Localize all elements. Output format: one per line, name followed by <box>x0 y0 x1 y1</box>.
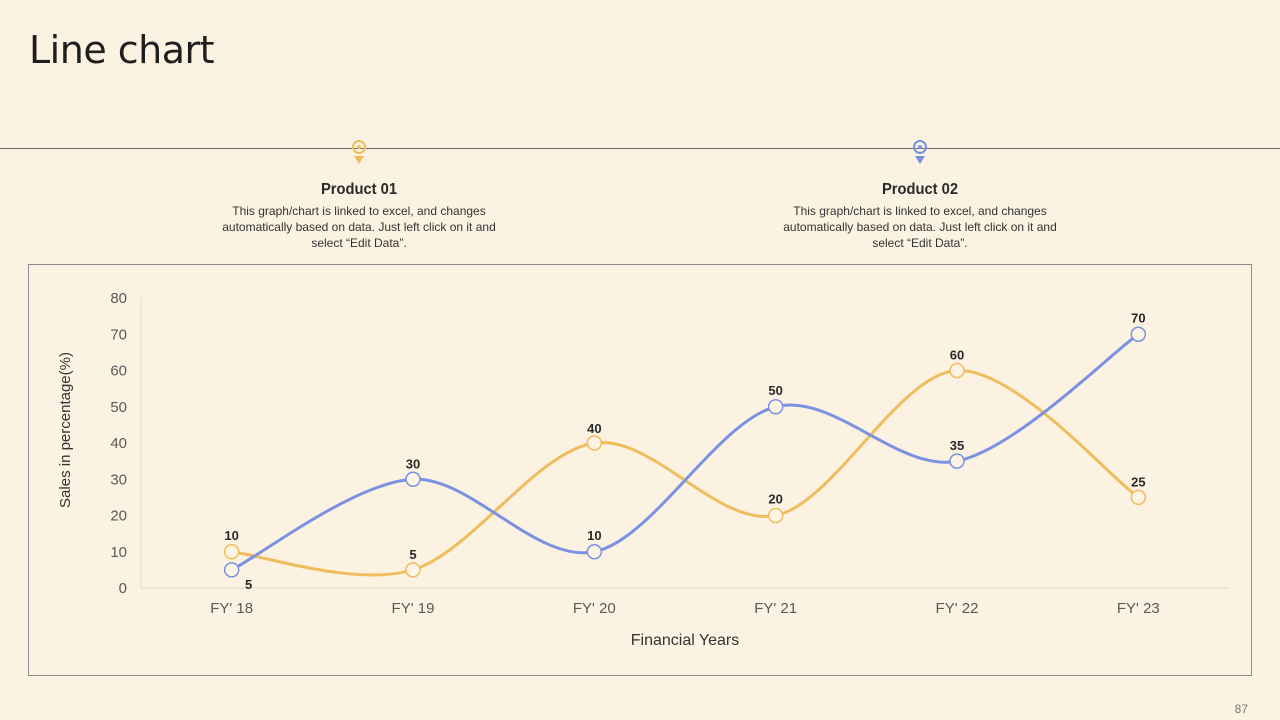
product-01-block: Product 01 This graph/chart is linked to… <box>214 181 504 251</box>
y-axis-title: Sales in percentage(%) <box>57 352 74 508</box>
data-label-s1: 5 <box>409 547 416 562</box>
product-01-marker-icon <box>352 140 366 164</box>
product-02-marker-icon <box>913 140 927 164</box>
series-line-1 <box>231 368 1140 577</box>
y-tick-label: 50 <box>110 399 127 416</box>
data-label-s1: 60 <box>950 348 964 363</box>
x-axis-title: Financial Years <box>631 632 740 649</box>
data-point-s2 <box>767 399 784 415</box>
data-label-s2: 35 <box>950 438 964 453</box>
data-point-s2 <box>586 544 603 560</box>
data-point-s2 <box>1130 326 1147 342</box>
data-point-s1 <box>949 362 965 379</box>
data-point-s1 <box>586 435 603 451</box>
y-tick-label: 80 <box>110 290 127 307</box>
data-label-s1: 25 <box>1131 474 1145 489</box>
data-label-s2: 70 <box>1131 310 1145 325</box>
data-label-s1: 20 <box>768 492 782 507</box>
page-number: 87 <box>1234 702 1248 716</box>
x-tick-label: FY' 22 <box>936 600 979 617</box>
data-label-s2: 10 <box>587 528 601 543</box>
product-01-description: This graph/chart is linked to excel, and… <box>222 204 496 250</box>
product-02-title: Product 02 <box>881 181 959 198</box>
y-tick-label: 10 <box>110 544 127 561</box>
y-tick-label: 0 <box>119 580 127 597</box>
data-label-s2: 30 <box>406 456 420 471</box>
data-point-s1 <box>223 544 240 560</box>
divider-line <box>0 148 1280 149</box>
y-tick-label: 20 <box>110 508 127 525</box>
data-point-s1 <box>1130 489 1147 506</box>
x-tick-label: FY' 23 <box>1117 600 1160 617</box>
data-label-s2: 5 <box>245 577 252 592</box>
y-tick-label: 40 <box>110 435 127 452</box>
product-01-title: Product 01 <box>320 181 398 198</box>
y-tick-label: 30 <box>110 471 127 488</box>
data-label-s1: 40 <box>587 421 601 436</box>
chart-frame: 0 10 20 30 40 50 60 70 80 FY' 18 FY' 19 FY' 20 FY' 2… <box>28 264 1252 676</box>
data-point-s1 <box>767 507 784 524</box>
data-point-s2 <box>405 471 421 487</box>
slide-title: Line chart <box>29 28 215 72</box>
x-tick-label: FY' 19 <box>392 600 435 617</box>
data-label-s1: 10 <box>224 528 238 543</box>
data-point-s2 <box>223 562 240 578</box>
y-tick-label: 60 <box>110 363 127 380</box>
series-line-2 <box>230 333 1140 572</box>
data-label-s2: 50 <box>768 383 782 398</box>
product-02-block: Product 02 This graph/chart is linked to… <box>775 181 1065 251</box>
x-tick-label: FY' 21 <box>754 600 797 617</box>
line-chart: 0 10 20 30 40 50 60 70 80 FY' 18 FY' 19 FY' 20 FY' 2… <box>57 290 1229 649</box>
data-point-s1 <box>405 562 421 578</box>
x-tick-label: FY' 18 <box>210 600 253 617</box>
data-point-s2 <box>949 453 965 469</box>
product-02-description: This graph/chart is linked to excel, and… <box>783 204 1057 250</box>
x-tick-label: FY' 20 <box>573 600 616 617</box>
y-tick-label: 70 <box>110 326 127 343</box>
